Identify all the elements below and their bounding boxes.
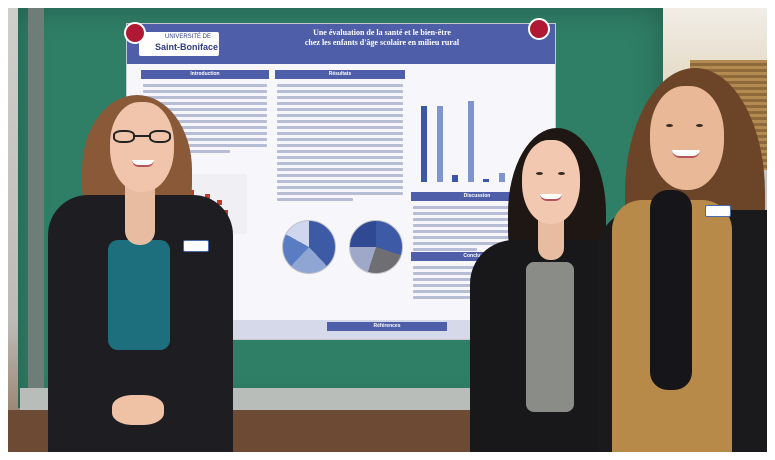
name-badge-right [705,205,731,217]
eye [536,172,543,175]
poster-title-line2: chez les enfants d'âge scolaire en milie… [304,38,460,47]
gray-top [526,262,574,412]
section-results: Résultats [275,70,405,79]
section-introduction: Introduction [141,70,269,79]
discussion-text [413,206,541,254]
intro-text [143,84,267,156]
poster-bar [467,101,474,182]
heart-sticker-right [528,18,550,40]
name-badge-left [183,240,209,252]
pie-chart-right [349,220,403,274]
section-references: Références [327,322,447,331]
face-middle [522,140,580,224]
poster-bar [420,105,427,182]
face-right [650,86,724,190]
section-conclusion: Conclusion [411,252,543,261]
board-frame [28,8,44,428]
logo-small-text: UNIVERSITÉ DE [165,34,212,40]
face-left [110,102,174,192]
glasses [113,130,171,144]
eye [696,124,703,127]
teal-top [108,240,170,350]
smile-left [132,160,154,167]
poster-title: Une évaluation de la santé et le bien-êt… [237,28,527,48]
heart-sticker-left [124,22,146,44]
poster-bar [483,179,490,182]
results-text [277,84,403,204]
poster-header: UNIVERSITÉ DE Saint-Boniface Une évaluat… [127,24,555,64]
pie-chart-left [282,220,336,274]
poster-title-line1: Une évaluation de la santé et le bien-êt… [313,28,451,37]
university-logo: UNIVERSITÉ DE Saint-Boniface [139,32,219,56]
smile-middle [540,194,562,201]
smile-right [672,150,700,158]
poster-references: Références [127,320,555,339]
poster-bar [499,173,506,182]
logo-name: Saint-Boniface [155,42,219,52]
black-turtleneck [650,190,692,390]
eye [666,124,673,127]
section-discussion: Discussion [411,192,543,201]
eye [558,172,565,175]
poster-bar [452,174,459,182]
poster-bar [436,105,443,182]
hands-left [112,395,164,425]
